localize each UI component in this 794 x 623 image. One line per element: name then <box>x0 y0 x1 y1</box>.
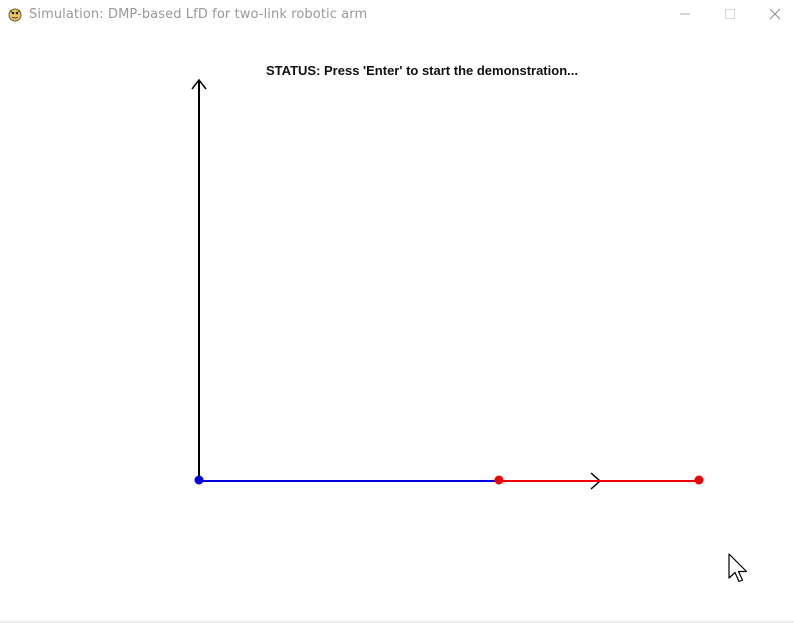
maximize-icon <box>725 9 735 19</box>
mouse-cursor-icon <box>728 553 748 583</box>
pygame-snake-icon <box>8 8 22 22</box>
window-title: Simulation: DMP-based LfD for two-link r… <box>29 7 368 22</box>
close-icon <box>769 8 781 20</box>
status-message: STATUS: Press 'Enter' to start the demon… <box>266 63 578 78</box>
window-bottom-border <box>0 621 794 623</box>
y-axis-arrowhead <box>191 78 207 90</box>
x-axis-arrowhead <box>590 472 602 490</box>
elbow-joint <box>494 475 504 485</box>
minimize-button[interactable] <box>663 0 708 30</box>
close-button[interactable] <box>753 0 794 30</box>
title-bar[interactable]: Simulation: DMP-based LfD for two-link r… <box>0 0 794 30</box>
end-effector <box>694 475 704 485</box>
minimize-icon <box>680 13 690 15</box>
base-joint <box>194 475 204 485</box>
maximize-button[interactable] <box>708 0 753 30</box>
